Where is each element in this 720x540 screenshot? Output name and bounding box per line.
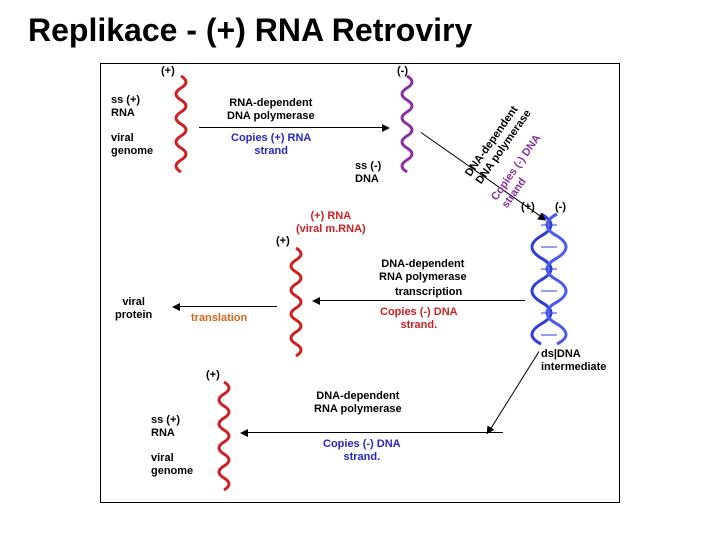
diagram-container: (+) (-) (+) (-) (+) (+) — [100, 63, 620, 503]
arrow-rt — [199, 127, 387, 128]
label-rt: RNA-dependent DNA polymerase — [227, 97, 315, 122]
label-plus-bl: (+) — [206, 369, 220, 382]
strand-ss-plus-rna — [171, 76, 191, 176]
label-viral-genome: viral genome — [111, 132, 153, 157]
strand-ss-minus-dna — [397, 76, 417, 176]
strand-ss-plus-rna-2 — [214, 382, 234, 494]
arrow-drp1 — [315, 300, 525, 301]
label-ss-plus-rna: ss (+) RNA — [111, 94, 140, 119]
label-ds-dna: ds|DNA intermediate — [541, 348, 606, 373]
label-viral-genome-2: viral genome — [151, 452, 193, 477]
arrow-drp2-connector — [488, 351, 539, 432]
label-ss-minus-dna: ss (-) DNA — [355, 160, 381, 185]
label-drp1: DNA-dependent RNA polymerase — [379, 258, 467, 283]
label-transcription: transcription — [395, 286, 462, 299]
label-drp2-copies: Copies (-) DNA strand. — [323, 438, 401, 463]
label-drp1-copies: Copies (-) DNA strand. — [380, 306, 458, 331]
arrow-translation — [175, 306, 277, 307]
label-minus-tr: (-) — [397, 65, 408, 78]
label-drp2: DNA-dependent RNA polymerase — [314, 390, 402, 415]
strand-ds-dna — [531, 214, 567, 344]
label-translation: translation — [191, 312, 247, 325]
label-minus-ds: (-) — [555, 201, 566, 214]
label-plus-tl: (+) — [161, 65, 175, 78]
arrow-drp2 — [243, 432, 503, 433]
label-ss-plus-rna-2: ss (+) RNA — [151, 414, 180, 439]
label-plus-mrna: (+) — [276, 235, 290, 248]
strand-mrna — [286, 248, 306, 356]
label-plus-rna-mrna: (+) RNA (viral m.RNA) — [296, 210, 366, 235]
label-viral-protein: viral protein — [115, 296, 152, 321]
label-rt-copies: Copies (+) RNA strand — [231, 132, 311, 157]
page-title: Replikace - (+) RNA Retroviry — [0, 0, 720, 55]
